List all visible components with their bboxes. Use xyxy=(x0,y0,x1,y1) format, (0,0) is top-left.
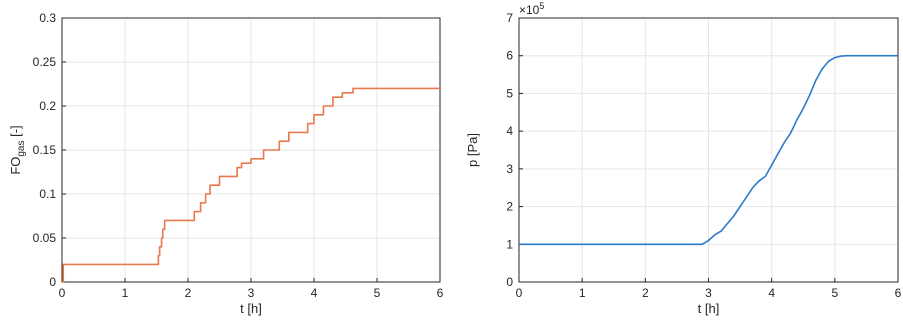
y-tick-label: 0.2 xyxy=(39,99,56,113)
y-tick-label: 7 xyxy=(506,11,513,25)
x-tick-label: 5 xyxy=(374,286,381,300)
x-tick-label: 4 xyxy=(311,286,318,300)
y-tick-label: 4 xyxy=(506,124,513,138)
y-tick-label: 0.05 xyxy=(33,231,57,245)
y-tick-label: 6 xyxy=(506,49,513,63)
y-multiplier: ×105 xyxy=(519,1,544,17)
x-tick-label: 0 xyxy=(59,286,66,300)
y-tick-label: 0.25 xyxy=(33,55,57,69)
x-axis-label: t [h] xyxy=(698,301,720,316)
y-tick-label: 0.3 xyxy=(39,11,56,25)
x-tick-label: 3 xyxy=(248,286,255,300)
series-line-0 xyxy=(62,87,440,283)
y-axis-label: FOgas [-] xyxy=(8,125,27,174)
x-tick-label: 3 xyxy=(705,286,712,300)
y-tick-label: 0.1 xyxy=(39,187,56,201)
y-tick-label: 1 xyxy=(506,237,513,251)
x-tick-label: 6 xyxy=(895,286,902,300)
y-tick-label: 5 xyxy=(506,86,513,100)
x-tick-label: 5 xyxy=(831,286,838,300)
x-tick-label: 1 xyxy=(122,286,129,300)
y-tick-label: 0.15 xyxy=(33,143,57,157)
y-tick-label: 2 xyxy=(506,200,513,214)
x-tick-label: 1 xyxy=(579,286,586,300)
x-tick-label: 4 xyxy=(768,286,775,300)
series-line-0 xyxy=(519,54,898,246)
chart-right: 0 1 2 3 4 5 6 0 1 2 3 4 5 6 7 t [h] p [Pa] ×105 xyxy=(465,1,902,316)
y-axis-label: p [Pa] xyxy=(465,133,480,167)
x-tick-label: 2 xyxy=(185,286,192,300)
x-tick-label: 2 xyxy=(642,286,649,300)
y-tick-label: 3 xyxy=(506,162,513,176)
x-tick-label: 0 xyxy=(516,286,523,300)
y-tick-label: 0 xyxy=(506,275,513,289)
x-tick-label: 6 xyxy=(437,286,444,300)
x-axis-label: t [h] xyxy=(240,301,262,316)
y-tick-label: 0 xyxy=(49,275,56,289)
chart-left: 0 1 2 3 4 5 6 0 0.05 0.1 0.15 0.2 0.25 0.3 t [h] FOgas … xyxy=(8,11,444,316)
